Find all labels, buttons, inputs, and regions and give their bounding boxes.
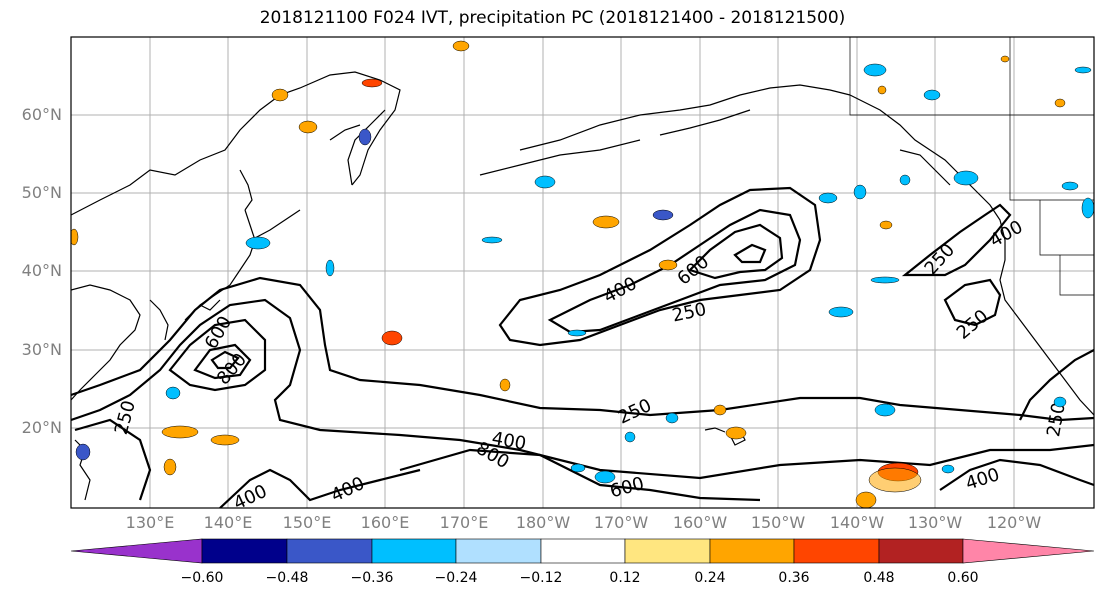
lat-label: 60°N [21, 105, 62, 124]
colorbar-tick: −0.48 [265, 570, 309, 586]
colorbar-tick: 0.24 [694, 570, 726, 586]
colorbar-tick: 0.48 [863, 570, 895, 586]
precip-shading [71, 40, 1094, 508]
colorbar-tick: −0.36 [350, 570, 394, 586]
colorbar-tick: 0.60 [947, 570, 979, 586]
lon-label: 140°E [203, 513, 253, 532]
lat-label: 40°N [21, 261, 62, 280]
lon-label: 180°W [515, 513, 571, 532]
lat-label: 30°N [21, 340, 62, 359]
lon-label: 150°W [750, 513, 806, 532]
colorbar-tick: 0.36 [778, 570, 810, 586]
colorbar-tick: −0.12 [519, 570, 563, 586]
colorbar-tick: −0.60 [180, 570, 224, 586]
lon-label: 140°W [829, 513, 885, 532]
lat-label: 20°N [21, 418, 62, 437]
ivt-contours [71, 186, 1094, 508]
colorbar-extend-high [962, 538, 1095, 564]
colorbar-tick: −0.24 [434, 570, 478, 586]
map-title: 2018121100 F024 IVT, precipitation PC (2… [259, 8, 846, 28]
lon-label: 170°E [439, 513, 489, 532]
lon-label: 130°W [907, 513, 963, 532]
lon-label: 120°W [986, 513, 1042, 532]
lon-label: 130°E [125, 513, 175, 532]
colorbar-extend-low [70, 538, 203, 564]
plot-border [70, 36, 1095, 509]
colorbar-tick: 0.12 [609, 570, 641, 586]
colorbar [70, 538, 1095, 564]
borders [849, 37, 1094, 296]
lat-label: 50°N [21, 183, 62, 202]
lon-label: 170°W [593, 513, 649, 532]
lon-label: 160°W [672, 513, 728, 532]
lon-label: 150°E [282, 513, 332, 532]
lon-label: 160°E [360, 513, 410, 532]
